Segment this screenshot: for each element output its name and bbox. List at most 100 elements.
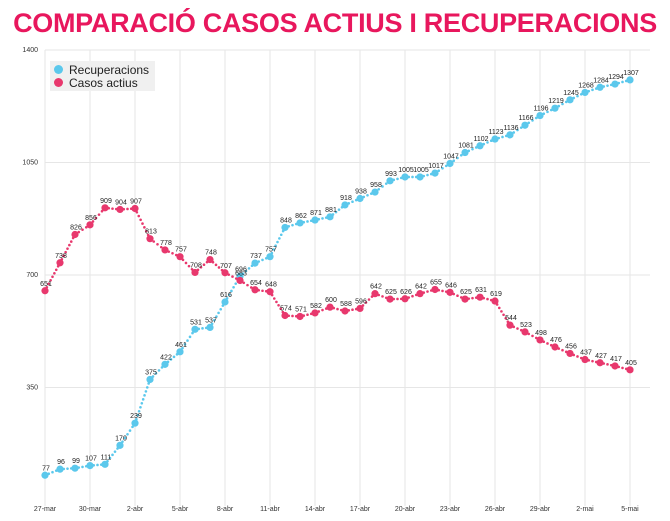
x-tick-label: 30-mar [79,506,102,513]
data-label: 757 [175,247,187,254]
connector-dot [152,240,156,243]
data-point [281,311,289,320]
data-label: 707 [220,263,232,270]
connector-dot [157,369,161,372]
data-point [536,336,544,344]
data-label: 170 [115,435,127,442]
legend-marker-recuperacions [54,65,63,74]
data-point [476,142,484,150]
connector-dot [321,308,324,312]
data-point [491,135,499,143]
connector-dot [377,187,381,191]
data-point [311,216,319,224]
data-point [281,223,289,232]
connector-dot [136,413,140,417]
connector-dot [351,200,354,204]
connector-dot [502,313,505,317]
data-label: 544 [505,315,517,322]
data-label: 655 [430,279,442,286]
connector-dot [291,223,294,227]
data-label: 461 [175,342,187,349]
data-label: 1196 [533,106,548,113]
y-tick-label: 1050 [22,160,38,167]
data-label: 531 [190,319,202,326]
data-label: 523 [520,322,532,329]
data-point [176,253,184,261]
data-point [251,259,259,267]
x-tick-label: 20-abr [395,506,416,513]
data-point [221,298,229,306]
data-point [341,307,349,315]
data-point [71,464,79,472]
data-point [416,290,424,298]
data-point [431,285,439,294]
data-label: 848 [280,217,292,224]
legend-item-recuperacions: Recuperacions [54,62,150,77]
x-tick-label: 11-abr [260,506,280,513]
connector-dot [516,128,519,132]
connector-dot [68,243,71,247]
data-point [86,221,94,229]
data-point [146,235,154,243]
data-point [131,419,139,427]
connector-dot [441,166,444,170]
connector-dot [184,261,188,265]
connector-dot [66,247,69,250]
connector-dot [186,339,189,342]
data-label: 904 [115,199,127,206]
data-label: 498 [535,330,547,337]
data-label: 96 [57,459,65,466]
connector-dot [94,216,98,220]
data-point [356,194,364,203]
connector-dot [188,335,192,339]
data-point [116,441,124,449]
legend-label-recuperacions: Recuperacions [69,62,150,77]
legend-label-casos-actius: Casos actius [69,75,138,90]
connector-dot [140,402,144,405]
data-label: 375 [145,369,157,376]
connector-dot [81,465,84,469]
data-label: 826 [70,225,82,232]
connector-dot [546,342,549,345]
connector-dot [561,102,564,106]
connector-dot [144,390,148,393]
data-point [461,148,469,157]
data-point [401,173,409,181]
data-point [461,295,469,303]
x-tick-label: 29-abr [530,506,551,513]
connector-dot [501,135,504,139]
data-label: 862 [295,213,307,220]
connector-dot [411,175,414,179]
data-point [476,293,484,301]
data-label: 696 [235,266,247,273]
connector-dot [64,250,67,254]
connector-dot [471,147,474,151]
x-tick-label: 5-mai [621,506,639,513]
connector-dot [51,470,54,474]
data-point [491,297,499,305]
connector-dot [621,80,624,84]
connector-dot [137,409,141,413]
data-label: 596 [355,298,367,305]
data-point [626,366,634,374]
connector-dot [244,269,248,273]
connector-dot [108,456,112,460]
connector-dot [111,207,114,210]
connector-dot [201,327,204,330]
data-label: 571 [295,306,307,313]
connector-dot [126,432,129,436]
connector-dot [486,297,489,301]
data-point [626,76,634,84]
connector-dot [276,240,279,244]
data-label: 99 [72,458,80,465]
data-point [566,96,574,104]
data-point [596,83,604,91]
data-point [536,111,544,120]
data-point [596,359,604,367]
data-point [56,465,64,473]
data-label: 417 [610,356,622,363]
axis-labels: 350 700 1050 1400 27-mar 30-mar 2-abr 5-abr 8-ab… [22,47,639,513]
connector-dot [367,298,371,301]
y-tick-label: 700 [26,272,38,279]
